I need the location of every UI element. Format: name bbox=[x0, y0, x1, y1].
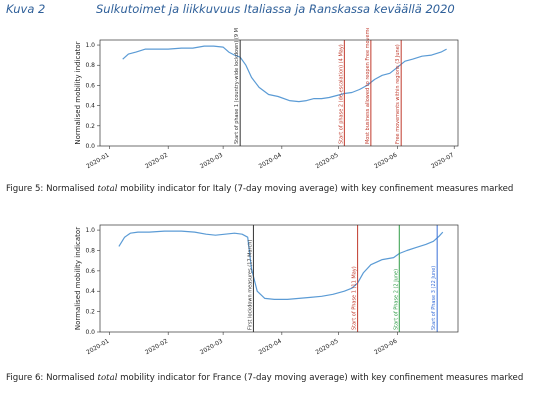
x-tick-label: 2020-04 bbox=[258, 152, 283, 171]
x-tick-label: 2020-05 bbox=[314, 338, 339, 357]
mobility-series-line bbox=[122, 45, 447, 103]
y-tick-label: 0.2 bbox=[85, 123, 95, 130]
page-header: Kuva 2 Sulkutoimet ja liikkuvuus Italias… bbox=[6, 0, 546, 20]
caption-emphasis: total bbox=[97, 184, 118, 194]
y-tick-label: 0.8 bbox=[85, 62, 95, 69]
france-mobility-chart: 0.0 0.2 0.4 0.6 0.8 1.0 2020-01 2020-02 2020-03 2… bbox=[74, 224, 459, 357]
x-tick-label: 2020-01 bbox=[85, 152, 110, 171]
x-tick-label: 2020-01 bbox=[85, 338, 110, 357]
france-caption: Figure 6: Normalised total mobility indi… bbox=[6, 372, 542, 384]
figure-label: Kuva 2 bbox=[6, 2, 46, 16]
y-tick-label: 0.6 bbox=[85, 268, 95, 275]
plot-frame bbox=[99, 39, 459, 147]
event-label: First lockdown measures (17 March) bbox=[247, 240, 253, 330]
caption-prefix: Figure 6: Normalised bbox=[6, 373, 98, 383]
y-axis-label: Normalised mobility indicator bbox=[74, 41, 82, 144]
event-label: Start of Phase 1 (11 May) bbox=[352, 266, 358, 330]
event-label: Most business allowed to reopen Free mov… bbox=[365, 28, 371, 144]
event-label: Start of Phase 3 (22 June) bbox=[431, 266, 437, 330]
event-label: Start of phase 1 (country-wide lockdown)… bbox=[234, 28, 240, 144]
caption-suffix: mobility indicator for Italy (7-day movi… bbox=[117, 184, 514, 194]
caption-prefix: Figure 5: Normalised bbox=[6, 184, 98, 194]
caption-emphasis: total bbox=[97, 373, 118, 383]
figure-title: Sulkutoimet ja liikkuvuus Italiassa ja R… bbox=[96, 2, 455, 16]
y-tick-label: 0.0 bbox=[85, 143, 95, 150]
event-label: Start of phase 2 (de-escalation) (4 May) bbox=[338, 44, 344, 144]
x-tick-label: 2020-04 bbox=[258, 338, 283, 357]
italy-caption: Figure 5: Normalised total mobility indi… bbox=[6, 183, 542, 195]
y-tick-label: 0.0 bbox=[85, 329, 95, 336]
y-tick-label: 1.0 bbox=[85, 227, 95, 234]
italy-mobility-chart: 0.0 0.2 0.4 0.6 0.8 1.0 2020-01 2020-02 2020-03 2… bbox=[74, 28, 459, 171]
x-tick-label: 2020-02 bbox=[144, 338, 169, 357]
event-label: Free movements within regions (3 June) bbox=[395, 44, 401, 144]
x-tick-label: 2020-05 bbox=[314, 152, 339, 171]
y-tick-label: 1.0 bbox=[85, 42, 95, 49]
event-label: Start of Phase 2 (2 June) bbox=[393, 269, 399, 330]
y-tick-label: 0.4 bbox=[85, 288, 95, 295]
y-tick-label: 0.4 bbox=[85, 103, 95, 110]
y-tick-label: 0.8 bbox=[85, 247, 95, 254]
y-axis-label: Normalised mobility indicator bbox=[74, 227, 82, 330]
x-tick-label: 2020-06 bbox=[373, 338, 398, 357]
x-tick-label: 2020-03 bbox=[199, 338, 224, 357]
caption-suffix: mobility indicator for France (7-day mov… bbox=[117, 373, 524, 383]
plot-frame bbox=[99, 224, 459, 333]
x-tick-label: 2020-03 bbox=[199, 152, 224, 171]
x-tick-label: 2020-02 bbox=[144, 152, 169, 171]
y-tick-label: 0.2 bbox=[85, 309, 95, 316]
x-tick-label: 2020-07 bbox=[430, 152, 455, 171]
y-tick-label: 0.6 bbox=[85, 82, 95, 89]
x-tick-label: 2020-06 bbox=[373, 152, 398, 171]
